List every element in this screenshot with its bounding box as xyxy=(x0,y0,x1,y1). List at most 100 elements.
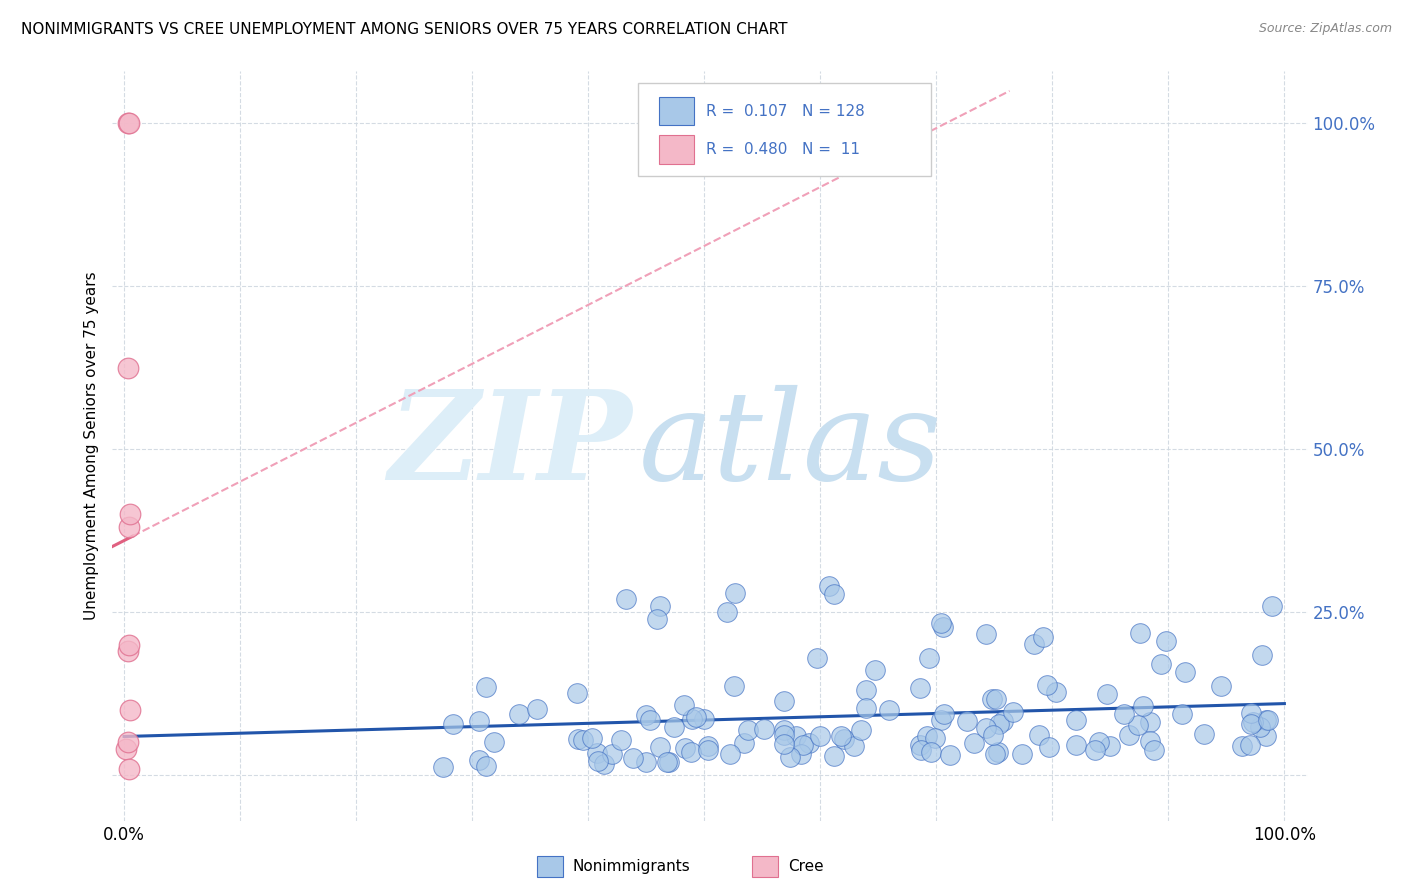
Point xyxy=(915,729,938,743)
Point xyxy=(1064,713,1087,727)
Point xyxy=(681,712,703,726)
Point xyxy=(932,706,955,721)
Y-axis label: Unemployment Among Seniors over 75 years: Unemployment Among Seniors over 75 years xyxy=(84,272,100,620)
Point xyxy=(1112,706,1135,721)
Point xyxy=(118,520,141,534)
Point xyxy=(991,714,1014,728)
Point xyxy=(1064,738,1087,752)
Point xyxy=(910,743,932,757)
Point xyxy=(724,585,747,599)
Point xyxy=(1139,734,1161,748)
Point xyxy=(929,713,952,727)
Point xyxy=(508,706,530,721)
Point xyxy=(1171,706,1194,721)
Point xyxy=(526,702,548,716)
Point xyxy=(986,745,1008,759)
Point xyxy=(974,627,997,641)
Point xyxy=(737,723,759,738)
Point xyxy=(984,691,1007,706)
Point xyxy=(1154,633,1177,648)
Point xyxy=(1088,735,1111,749)
Point xyxy=(1035,678,1057,692)
Point xyxy=(117,735,139,749)
Point xyxy=(1249,720,1271,734)
Point xyxy=(693,712,716,726)
Point xyxy=(685,710,707,724)
Point xyxy=(792,738,814,752)
Point xyxy=(441,717,464,731)
Point xyxy=(1118,728,1140,742)
Point xyxy=(863,663,886,677)
Point xyxy=(855,683,877,698)
Point xyxy=(1098,739,1121,753)
Point xyxy=(785,729,807,743)
Point xyxy=(621,750,644,764)
Point xyxy=(118,703,141,717)
Point xyxy=(614,592,637,607)
Point xyxy=(797,736,820,750)
Point xyxy=(1045,685,1067,699)
Point xyxy=(1128,718,1150,732)
Point xyxy=(956,714,979,728)
Text: R =  0.480   N =  11: R = 0.480 N = 11 xyxy=(706,142,860,157)
Point xyxy=(482,734,505,748)
Point xyxy=(117,360,139,375)
Point xyxy=(733,736,755,750)
Point xyxy=(673,741,696,756)
Bar xyxy=(752,855,778,877)
Point xyxy=(823,748,845,763)
Point xyxy=(830,729,852,743)
Point xyxy=(475,680,498,694)
Point xyxy=(984,747,1007,761)
Point xyxy=(752,722,775,736)
Point xyxy=(779,749,801,764)
Point xyxy=(696,743,718,757)
Point xyxy=(963,737,986,751)
Point xyxy=(981,728,1004,742)
Point xyxy=(662,720,685,734)
Point xyxy=(1261,599,1284,613)
Point xyxy=(932,620,955,634)
Point xyxy=(929,616,952,631)
Point xyxy=(468,753,491,767)
Point xyxy=(1230,739,1253,754)
Point xyxy=(1001,706,1024,720)
Text: ZIP: ZIP xyxy=(388,385,633,507)
Point xyxy=(572,732,595,747)
Point xyxy=(1097,687,1119,701)
Point xyxy=(586,746,609,760)
Point xyxy=(1028,728,1050,742)
Text: NONIMMIGRANTS VS CREE UNEMPLOYMENT AMONG SENIORS OVER 75 YEARS CORRELATION CHART: NONIMMIGRANTS VS CREE UNEMPLOYMENT AMONG… xyxy=(21,22,787,37)
Point xyxy=(567,731,589,746)
Point xyxy=(920,746,942,760)
Point xyxy=(1209,679,1232,693)
Point xyxy=(773,737,796,751)
Point xyxy=(636,707,658,722)
Point xyxy=(772,723,794,737)
Point xyxy=(609,732,631,747)
Point xyxy=(790,747,813,762)
Point xyxy=(118,762,141,776)
Point xyxy=(981,691,1004,706)
Point xyxy=(1240,716,1263,731)
Point xyxy=(117,116,139,130)
Point xyxy=(697,739,720,753)
Point xyxy=(1139,714,1161,729)
Point xyxy=(806,651,828,665)
Point xyxy=(1240,706,1263,721)
Text: Cree: Cree xyxy=(787,859,824,874)
Point xyxy=(818,579,841,593)
Point xyxy=(567,685,589,699)
Point xyxy=(908,738,931,752)
Point xyxy=(117,644,139,658)
Point xyxy=(638,713,661,727)
Text: Nonimmigrants: Nonimmigrants xyxy=(572,859,690,874)
Text: Source: ZipAtlas.com: Source: ZipAtlas.com xyxy=(1258,22,1392,36)
Point xyxy=(115,742,138,756)
Point xyxy=(1239,738,1261,752)
Point xyxy=(1132,698,1154,713)
Point xyxy=(1038,740,1060,755)
Point xyxy=(118,508,141,522)
Point xyxy=(592,756,614,771)
Point xyxy=(855,700,877,714)
